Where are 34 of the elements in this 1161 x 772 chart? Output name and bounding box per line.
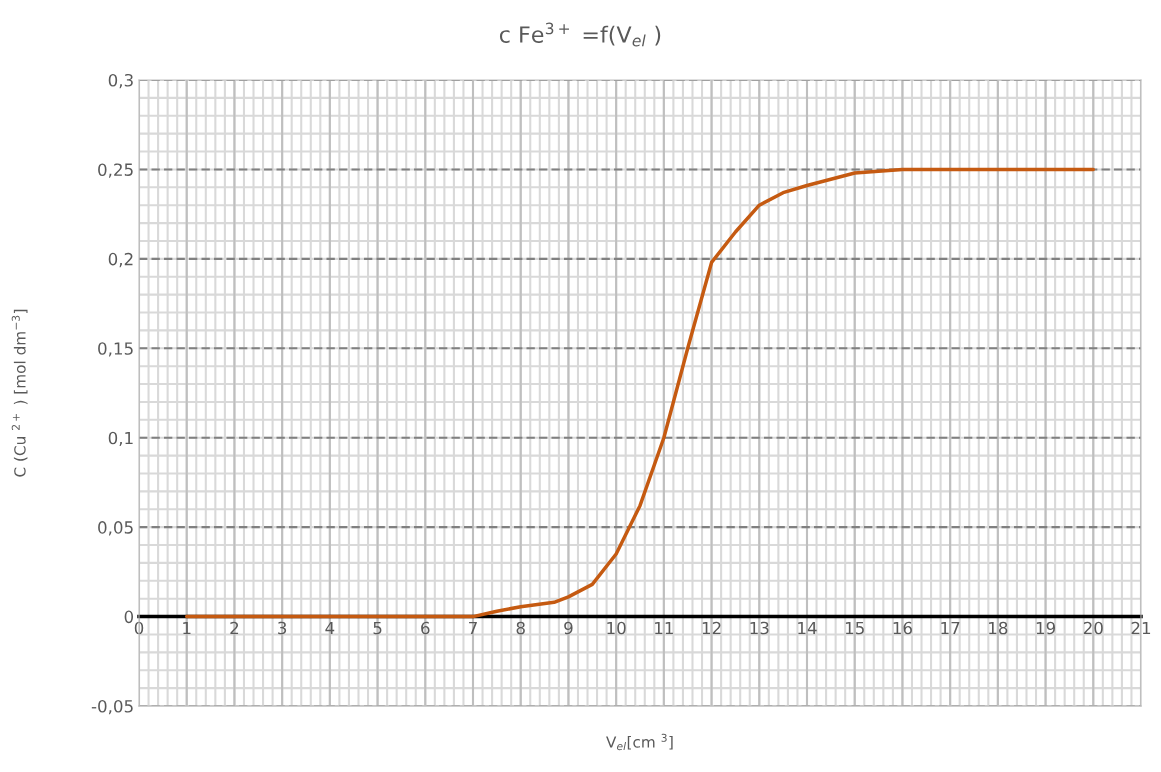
x-tick-label: 16 xyxy=(893,621,912,635)
x-tick-label: 0 xyxy=(134,621,144,635)
x-tick-label: 19 xyxy=(1036,621,1055,635)
x-tick-label: 14 xyxy=(798,621,817,635)
y-tick-label: 0,05 xyxy=(98,521,133,536)
y-tick-label: 0,25 xyxy=(98,163,133,178)
chart-title: c Fe$^{3+}$ =f(V$_{el}$ ) xyxy=(499,22,661,47)
x-tick-label: 4 xyxy=(325,621,335,635)
x-tick-label: 2 xyxy=(230,621,239,635)
x-axis-title: V$_{el}$[cm $^{3}$] xyxy=(606,733,673,751)
y-tick-label: 0,15 xyxy=(98,342,133,357)
x-tick-label: 6 xyxy=(421,621,430,635)
x-tick-label: 20 xyxy=(1083,621,1103,635)
y-tick-label: -0,05 xyxy=(91,699,133,715)
x-tick-label: 17 xyxy=(941,621,960,635)
x-tick-label: 3 xyxy=(278,621,287,635)
y-tick-label: 0,3 xyxy=(108,73,133,89)
x-tick-label: 13 xyxy=(750,621,769,635)
x-tick-label: 10 xyxy=(607,621,626,635)
x-tick-label: 11 xyxy=(655,621,673,635)
x-tick-label: 1 xyxy=(183,621,191,635)
y-axis-title: C (Cu $^{2+}$ ) [mol dm$^{−3}$] xyxy=(11,309,28,477)
y-tick-label: 0,1 xyxy=(108,431,133,446)
x-tick-label: 9 xyxy=(564,621,573,635)
x-tick-label: 21 xyxy=(1131,621,1151,635)
y-tick-label: 0,2 xyxy=(108,252,133,268)
line-series xyxy=(184,167,1096,619)
y-tick-label: 0 xyxy=(124,610,134,624)
x-tick-label: 18 xyxy=(989,621,1008,635)
x-tick-label: 8 xyxy=(516,621,525,635)
x-tick-label: 15 xyxy=(845,621,864,635)
x-tick-label: 5 xyxy=(373,621,382,635)
x-tick-label: 7 xyxy=(469,621,477,635)
x-tick-label: 12 xyxy=(702,621,721,635)
